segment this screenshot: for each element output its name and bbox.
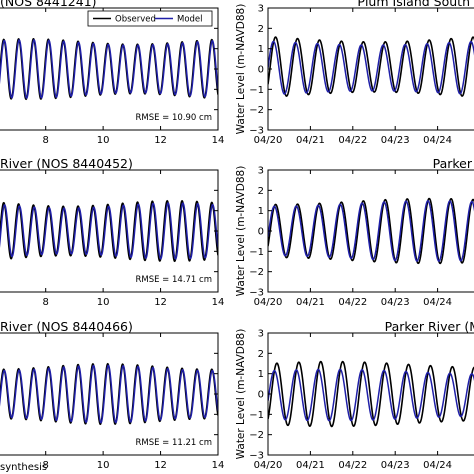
x-tick-label: 14 [212, 460, 225, 471]
x-tick-label: 10 [97, 460, 110, 471]
panel-p1: 8 10 12 14 (NOS 8441241) RMSE = 10.90 cm Obser… [0, 0, 224, 146]
axes-frame [267, 332, 474, 456]
y-tick-label: 1 [258, 206, 264, 217]
legend-label-observed: Observed [115, 15, 156, 25]
y-tick-label: 0 [258, 390, 264, 401]
legend-label-model: Model [177, 15, 203, 25]
y-axis-label: Water Level (m-NAVD88) [235, 4, 247, 135]
y-tick-label: −1 [249, 247, 264, 258]
panel-title: River (NOS 8440466) [0, 319, 133, 334]
x-tick-label: 04/20 [254, 460, 283, 471]
panel-p5: 8 10 12 14 River (NOS 8440466) RMSE = 11.21 c… [0, 319, 224, 471]
legend: Observed Model [87, 10, 213, 27]
x-tick-label: 04/22 [338, 460, 367, 471]
series-line-observed [268, 360, 474, 428]
x-tick-label: 8 [43, 460, 49, 471]
x-tick-label: 10 [97, 297, 110, 308]
panel-title: (NOS 8441241) [0, 0, 97, 9]
y-tick-label: −3 [249, 451, 264, 462]
x-tick-label: 04/20 [254, 297, 283, 308]
series-line-model [0, 202, 218, 260]
panel-title: River (NOS 8440452) [0, 156, 133, 171]
y-tick-label: 2 [258, 186, 264, 197]
panel-p3: 8 10 12 14 River (NOS 8440452) RMSE = 14.71 c… [0, 156, 224, 308]
panel-p2: 04/20 04/21 04/22 04/23 04/24 −3 −2 −1 0 1 2 3 Plum … [235, 0, 474, 146]
panel-title: Plum Island South [357, 0, 470, 9]
x-tick-label: 04/24 [423, 297, 452, 308]
x-tick-label: 04/21 [296, 297, 325, 308]
x-tick-label: 14 [212, 135, 225, 146]
y-tick-label: −3 [249, 288, 264, 299]
footnote-text: synthesis [0, 462, 47, 473]
y-tick-label: −1 [249, 410, 264, 421]
y-tick-label: 2 [258, 24, 264, 35]
series-line-model [268, 40, 474, 95]
y-tick-label: 3 [258, 166, 264, 177]
x-tick-label: 12 [154, 460, 167, 471]
x-tick-label: 04/21 [296, 460, 325, 471]
y-tick-label: 1 [258, 44, 264, 55]
x-tick-label: 8 [43, 297, 49, 308]
series-line-observed [268, 197, 474, 265]
x-tick-label: 04/22 [338, 297, 367, 308]
y-tick-label: −3 [249, 126, 264, 137]
y-tick-label: −1 [249, 85, 264, 96]
y-tick-label: 2 [258, 349, 264, 360]
panel-title: Parker River (M [385, 319, 474, 334]
x-tick-label: 04/24 [423, 460, 452, 471]
x-tick-label: 04/22 [338, 135, 367, 146]
x-tick-label: 10 [97, 135, 110, 146]
panel-title: Parker [433, 156, 473, 171]
x-tick-label: 14 [212, 297, 225, 308]
series-line-observed [268, 36, 474, 97]
x-tick-label: 04/23 [381, 460, 410, 471]
y-tick-label: −2 [249, 430, 264, 441]
y-tick-label: 1 [258, 369, 264, 380]
x-tick-label: 04/21 [296, 135, 325, 146]
y-axis-label: Water Level (m-NAVD88) [235, 166, 247, 297]
series-line-model [0, 364, 218, 424]
legend-box [87, 10, 213, 27]
y-tick-label: 0 [258, 65, 264, 76]
y-tick-label: 3 [258, 4, 264, 15]
x-tick-label: 04/20 [254, 135, 283, 146]
rmse-annotation: RMSE = 14.71 cm [135, 275, 212, 285]
rmse-annotation: RMSE = 10.90 cm [135, 113, 212, 123]
series-line-model [268, 200, 474, 262]
x-tick-label: 04/23 [381, 135, 410, 146]
series-line-observed [0, 199, 218, 263]
x-tick-label: 8 [43, 135, 49, 146]
y-tick-label: −2 [249, 105, 264, 116]
series-line-model [0, 39, 218, 99]
rmse-annotation: RMSE = 11.21 cm [135, 438, 212, 448]
y-tick-label: 0 [258, 227, 264, 238]
panel-p4: 04/20 04/21 04/22 04/23 04/24 −3 −2 −1 0 1 2 3 Parke… [235, 156, 474, 308]
x-tick-label: 04/24 [423, 135, 452, 146]
series-line-model [268, 368, 474, 422]
y-tick-label: −2 [249, 267, 264, 278]
x-tick-label: 04/23 [381, 297, 410, 308]
y-axis-label: Water Level (m-NAVD88) [235, 329, 247, 460]
panel-p6: 04/20 04/21 04/22 04/23 04/24 −3 −2 −1 0 1 2 3 Parke… [235, 319, 474, 471]
x-tick-label: 12 [154, 135, 167, 146]
y-tick-label: 3 [258, 329, 264, 340]
x-tick-label: 12 [154, 297, 167, 308]
axes-frame [267, 169, 474, 293]
